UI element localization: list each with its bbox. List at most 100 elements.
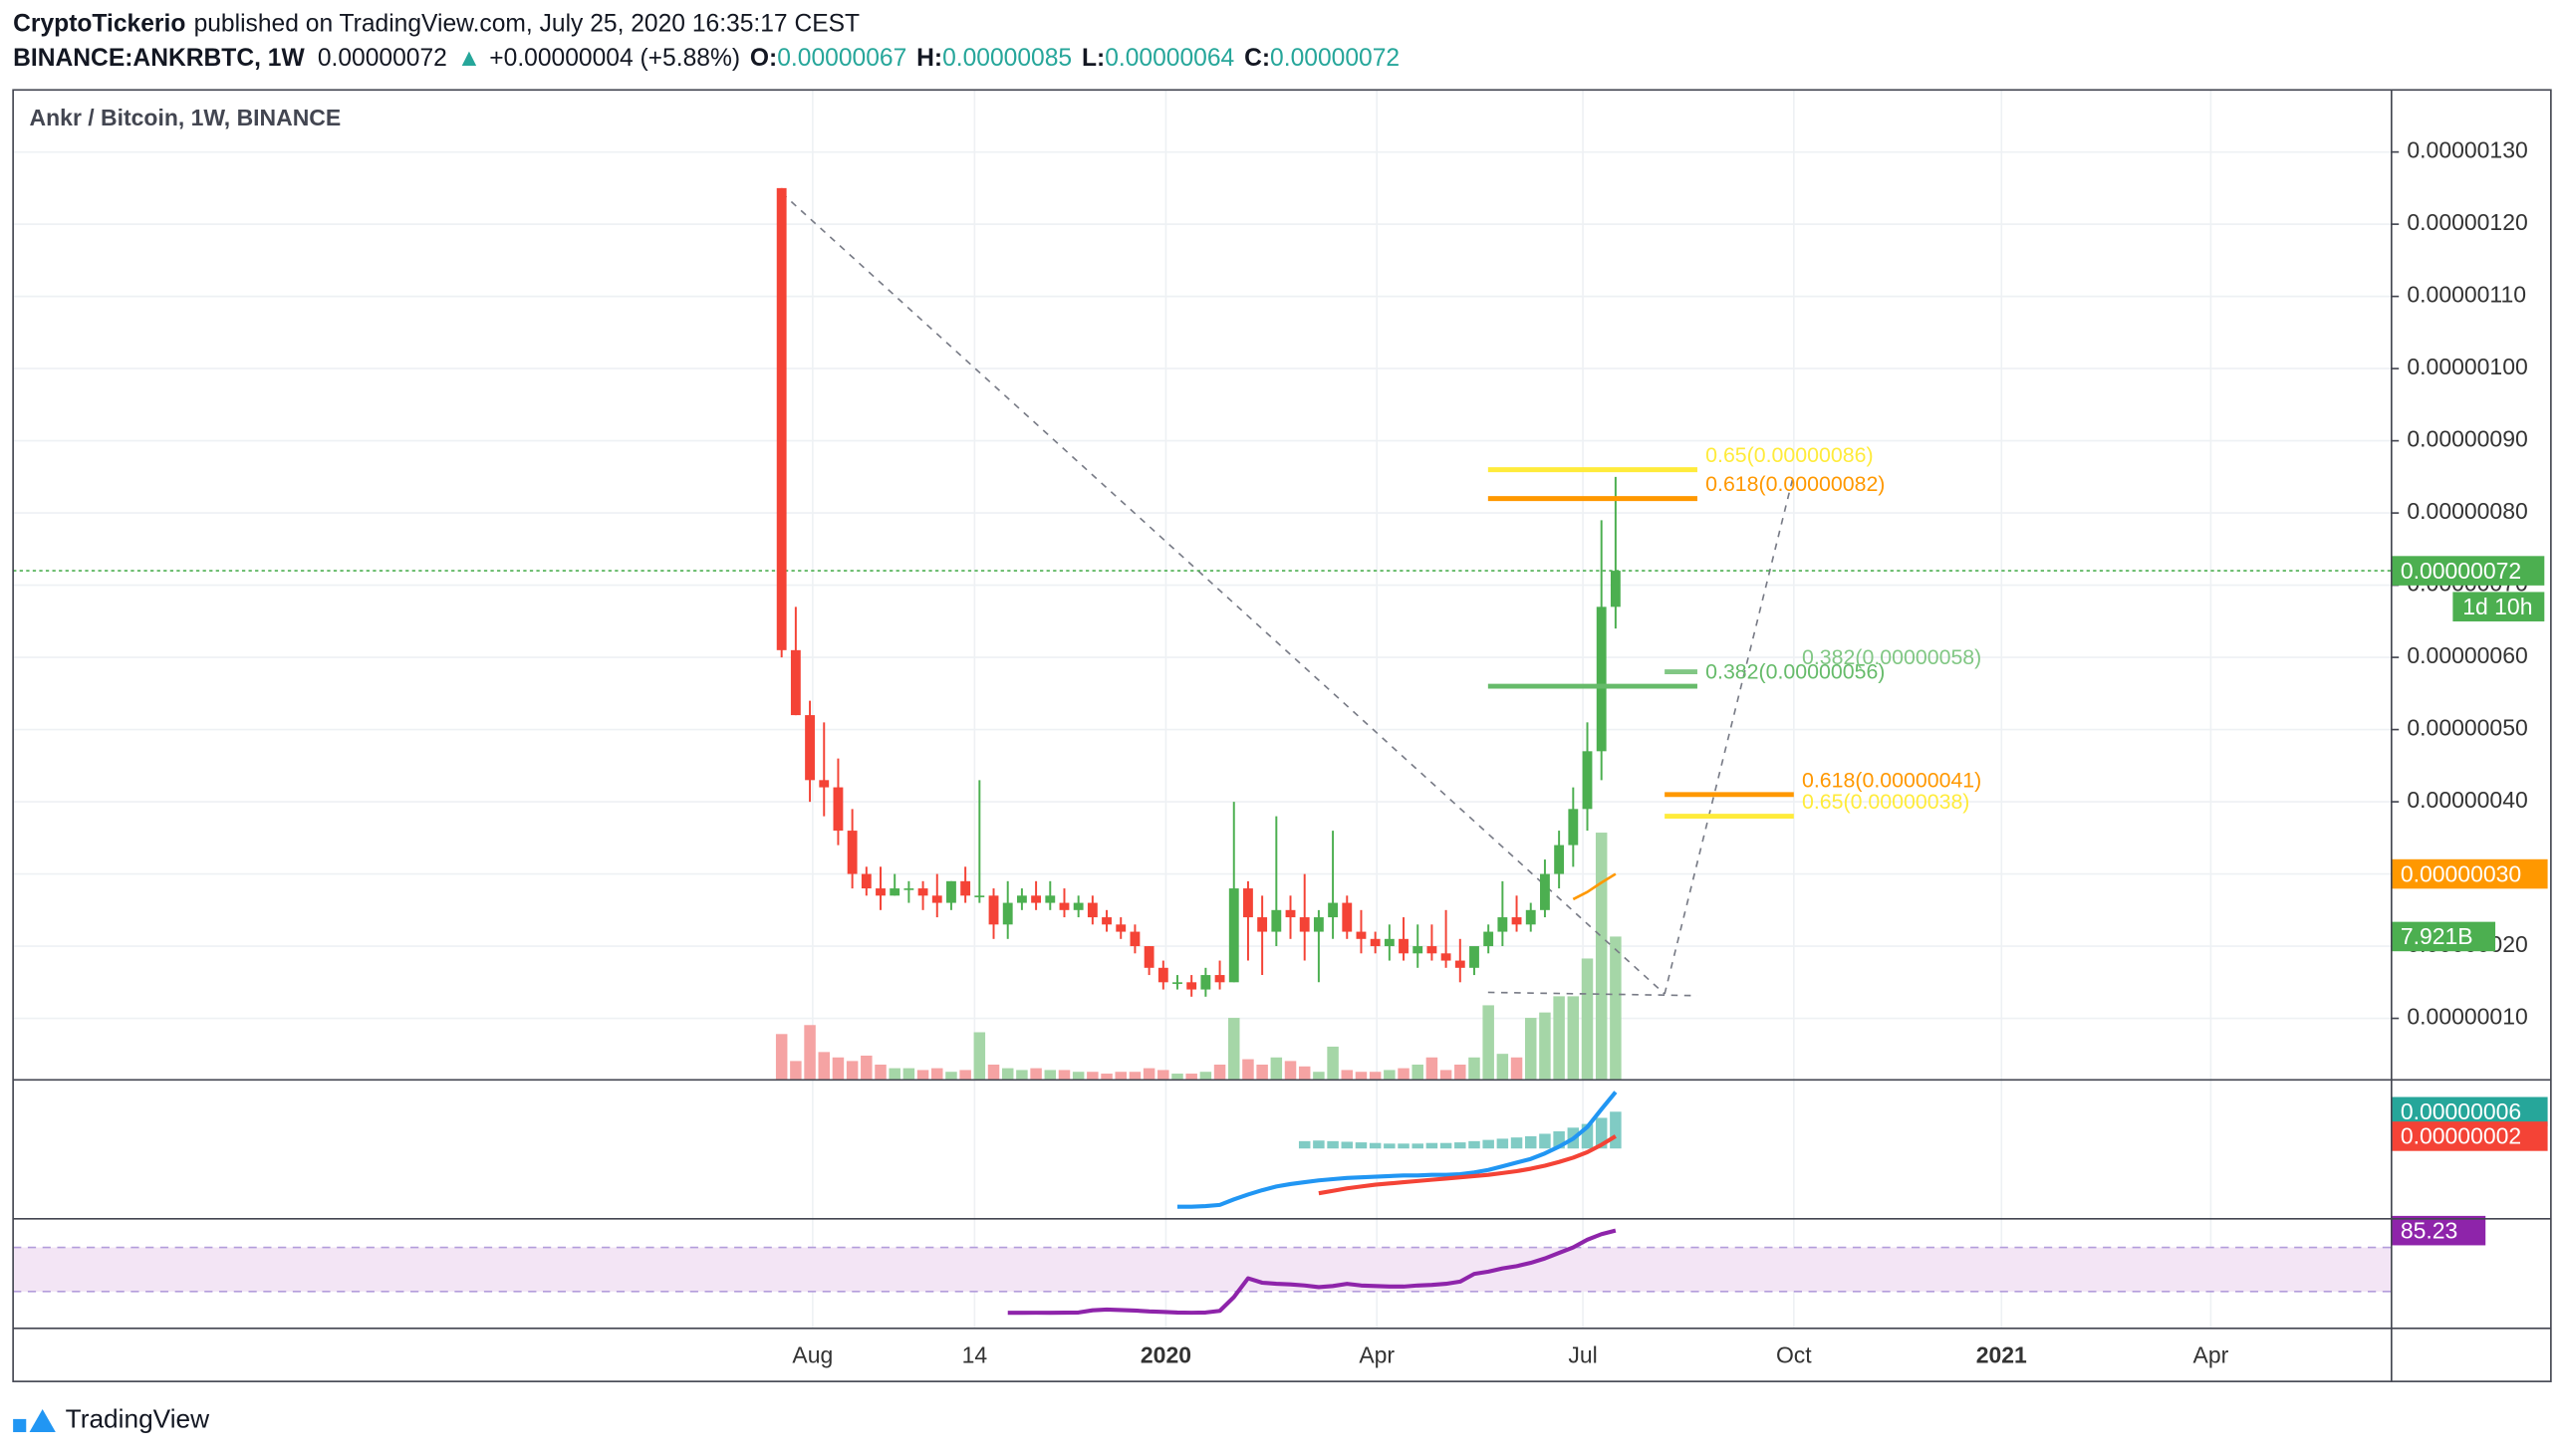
y-tick-label: 0.00000040 — [2407, 787, 2527, 813]
volume-bar — [1539, 1012, 1551, 1080]
candle-body — [1540, 873, 1550, 910]
candle-body — [974, 895, 985, 897]
volume-bar — [1115, 1072, 1127, 1080]
candle-body — [1497, 917, 1508, 932]
logo-icon — [29, 1409, 56, 1433]
volume-bar — [1369, 1072, 1382, 1080]
volume-label-bg — [2390, 921, 2496, 952]
volume-bar — [1242, 1059, 1254, 1080]
candle-body — [903, 888, 914, 890]
ema-label-text: 0.00000030 — [2401, 860, 2521, 886]
candle-body — [1130, 931, 1141, 947]
volume-bar — [1001, 1068, 1014, 1080]
volume-bar — [846, 1061, 859, 1080]
candle-body — [776, 187, 787, 650]
candle-body — [988, 895, 999, 925]
signal-line — [1318, 1134, 1617, 1196]
volume-bar — [1355, 1072, 1368, 1080]
o: 0.00000067 — [777, 45, 906, 72]
candle-body — [1610, 571, 1621, 607]
volume-bar — [1567, 996, 1580, 1080]
volume-bar — [1468, 1057, 1480, 1080]
y-tick-label: 0.00000010 — [2407, 1004, 2527, 1030]
candle-body — [1299, 917, 1310, 932]
fib-label: 0.65(0.00000086) — [1705, 443, 1873, 467]
candle-body — [1186, 982, 1197, 990]
h: 0.00000085 — [942, 45, 1072, 72]
macd-histogram-bar — [1510, 1137, 1523, 1149]
volume-bar — [1143, 1068, 1155, 1080]
macd-histogram-bar — [1610, 1111, 1622, 1149]
macd-histogram-bar — [1553, 1130, 1565, 1149]
fib-label: 0.382(0.00000056) — [1705, 660, 1885, 684]
macd-histogram-bar — [1524, 1135, 1537, 1149]
c-label: C: — [1244, 45, 1270, 72]
volume-bar — [1411, 1065, 1423, 1080]
macd-histogram-bar — [1439, 1142, 1452, 1149]
macd-histogram-bar — [1595, 1117, 1608, 1149]
volume-bar — [889, 1068, 900, 1080]
y-tick-label: 0.00000080 — [2407, 498, 2527, 524]
candle-body — [1454, 960, 1465, 968]
c: 0.00000072 — [1270, 45, 1400, 72]
rsi-label-text: 85.23 — [2401, 1217, 2457, 1243]
volume-bar — [1341, 1070, 1354, 1080]
change: +0.00000004 (+5.88%) — [489, 45, 740, 72]
volume-bar — [1044, 1070, 1057, 1080]
plot-layer: Aug 14 2020 Apr Jul Oct 2021 Apr 0.00000010 0.000… — [13, 90, 2548, 1368]
volume-bar — [1270, 1057, 1283, 1080]
last-price-label-text: 0.00000072 — [2401, 558, 2521, 584]
candle-body — [847, 831, 858, 874]
volume-bar — [1496, 1054, 1509, 1080]
x-tick-label: Oct — [1776, 1342, 1812, 1368]
candle-body — [819, 780, 830, 788]
volume-bar — [1185, 1074, 1197, 1080]
arrow: ▲ — [457, 45, 481, 72]
rsi-band — [13, 1247, 2391, 1292]
volume-bar — [1256, 1065, 1268, 1080]
candle-body — [1596, 607, 1607, 752]
volume-bar — [1058, 1070, 1071, 1080]
volume-bar — [1384, 1070, 1396, 1080]
last: 0.00000072 — [318, 45, 447, 72]
rsi-label-bg — [2390, 1215, 2486, 1246]
countdown-text: 1d 10h — [2462, 594, 2532, 619]
candle-body — [1483, 931, 1494, 947]
histogram-label-text: 0.00000006 — [2401, 1098, 2521, 1124]
volume-bar — [1228, 1018, 1240, 1080]
x-tick-label: 2020 — [1141, 1342, 1191, 1368]
candle-body — [1200, 975, 1211, 990]
volume-bar — [987, 1065, 1000, 1080]
l-label: L: — [1082, 45, 1105, 72]
volume-bar — [1213, 1065, 1226, 1080]
volume-bar — [931, 1068, 943, 1080]
candle-body — [1243, 888, 1253, 918]
candle-body — [1525, 909, 1536, 925]
candle-body — [1172, 982, 1182, 984]
macd-histogram-bar — [1482, 1139, 1494, 1149]
macd-histogram-bar — [1468, 1140, 1480, 1149]
candle-body — [1440, 953, 1451, 961]
candle-body — [1399, 938, 1409, 954]
publisher: CryptoTickerio — [13, 10, 185, 37]
volume-bar — [1284, 1061, 1297, 1080]
y-tick-label: 0.00000090 — [2407, 426, 2527, 452]
volume-bar — [875, 1065, 887, 1080]
candle-body — [1370, 938, 1381, 947]
x-tick-label: Aug — [792, 1342, 833, 1368]
trend-line — [781, 192, 1666, 995]
volume-bar — [1313, 1072, 1325, 1080]
volume-bar — [1482, 1005, 1494, 1080]
ema-label: 0.00000030 — [2390, 858, 2548, 889]
ema-label-bg — [2390, 858, 2548, 889]
volume-bar — [1298, 1066, 1311, 1080]
histogram-label-bg — [2390, 1096, 2548, 1127]
candle-body — [805, 715, 815, 781]
fib-label: 0.618(0.00000082) — [1705, 472, 1885, 496]
candle-body — [1257, 917, 1268, 932]
macd-histogram-bar — [1581, 1123, 1594, 1149]
macd-histogram-bar — [1298, 1140, 1311, 1149]
macd-histogram-bar — [1454, 1142, 1466, 1149]
